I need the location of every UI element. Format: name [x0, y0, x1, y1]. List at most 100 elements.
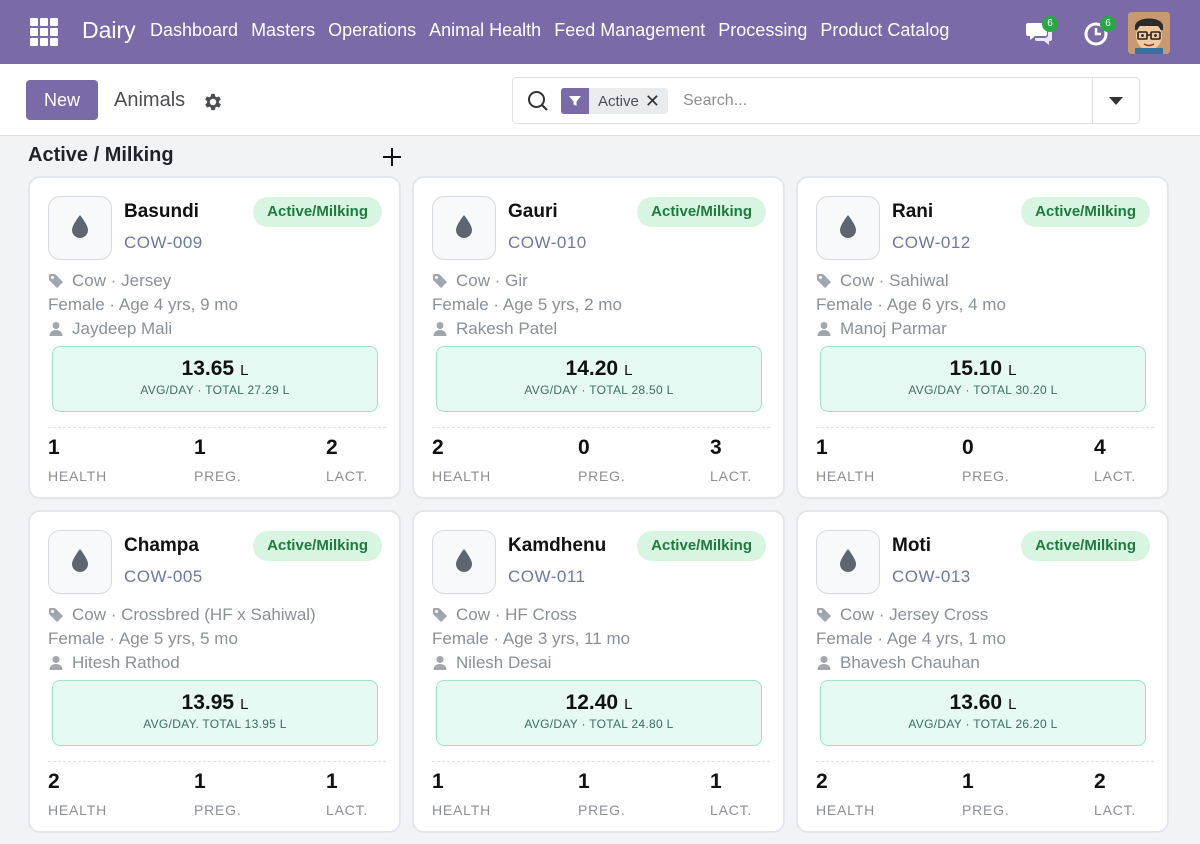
- search-input[interactable]: [683, 90, 1083, 112]
- gear-icon[interactable]: [202, 91, 224, 113]
- breed-line: Cow · HF Cross: [432, 605, 577, 625]
- owner-line: Bhavesh Chauhan: [816, 653, 980, 673]
- animal-card[interactable]: Kamdhenu COW-011 Active/Milking Cow · HF Cr…: [412, 510, 785, 833]
- health-count: 1: [432, 770, 444, 793]
- menu-dashboard[interactable]: Dashboard: [150, 20, 239, 40]
- animal-card[interactable]: Gauri COW-010 Active/Milking Cow · Gir Femal…: [412, 176, 785, 499]
- pregnancy-stat[interactable]: 0 PREG.: [962, 436, 1010, 484]
- add-record-icon[interactable]: [381, 146, 403, 168]
- health-stat[interactable]: 1 HEALTH: [432, 770, 491, 818]
- status-badge: Active/Milking: [637, 197, 766, 227]
- animal-card[interactable]: Basundi COW-009 Active/Milking Cow · Jersey…: [28, 176, 401, 499]
- milk-yield-value: 12.40 L: [437, 691, 761, 715]
- menu-feed-management[interactable]: Feed Management: [554, 20, 706, 40]
- owner-name: Manoj Parmar: [840, 319, 947, 338]
- sex-age-line: Female · Age 5 yrs, 2 mo: [432, 295, 622, 315]
- pregnancy-stat[interactable]: 1 PREG.: [962, 770, 1010, 818]
- health-label: HEALTH: [816, 468, 875, 484]
- health-label: HEALTH: [48, 802, 107, 818]
- milk-yield-box: 12.40 L AVG/DAY · TOTAL 24.80 L: [436, 680, 762, 746]
- preg-label: PREG.: [578, 802, 626, 818]
- main-menu: Dashboard Masters Operations Animal Heal…: [150, 20, 949, 41]
- pregnancy-stat[interactable]: 0 PREG.: [578, 436, 626, 484]
- animal-code: COW-005: [124, 567, 203, 586]
- milk-yield-box: 13.65 L AVG/DAY · TOTAL 27.29 L: [52, 346, 378, 412]
- search-icon[interactable]: [527, 90, 549, 112]
- card-divider: [432, 427, 770, 428]
- messages-icon[interactable]: 6: [1024, 16, 1058, 48]
- owner-name: Rakesh Patel: [456, 319, 558, 338]
- milk-yield-box: 13.95 L AVG/DAY. TOTAL 13.95 L: [52, 680, 378, 746]
- animal-code: COW-010: [508, 233, 587, 252]
- preg-label: PREG.: [962, 802, 1010, 818]
- lactation-stat[interactable]: 3 LACT.: [710, 436, 752, 484]
- user-icon: [816, 321, 832, 337]
- health-stat[interactable]: 2 HEALTH: [432, 436, 491, 484]
- sex-age-text: Female · Age 6 yrs, 4 mo: [816, 295, 1006, 314]
- new-button[interactable]: New: [26, 80, 98, 120]
- animal-card[interactable]: Rani COW-012 Active/Milking Cow · Sahiwal Fe…: [796, 176, 1169, 499]
- activities-badge: 6: [1100, 16, 1116, 32]
- breadcrumb: Animals: [114, 89, 186, 111]
- health-stat[interactable]: 2 HEALTH: [816, 770, 875, 818]
- app-brand[interactable]: Dairy: [82, 17, 136, 43]
- menu-product-catalog[interactable]: Product Catalog: [820, 20, 950, 40]
- lactation-stat[interactable]: 4 LACT.: [1094, 436, 1136, 484]
- sex-age-text: Female · Age 5 yrs, 5 mo: [48, 629, 238, 648]
- messages-badge: 6: [1042, 16, 1058, 32]
- animal-name: Gauri: [508, 201, 558, 222]
- health-stat[interactable]: 2 HEALTH: [48, 770, 107, 818]
- milk-unit: L: [240, 362, 249, 379]
- menu-operations[interactable]: Operations: [328, 20, 417, 40]
- caret-down-icon: [1109, 96, 1123, 105]
- animal-thumbnail: [432, 196, 496, 260]
- sex-age-text: Female · Age 3 yrs, 11 mo: [432, 629, 631, 648]
- lactation-stat[interactable]: 2 LACT.: [1094, 770, 1136, 818]
- pregnancy-stat[interactable]: 1 PREG.: [194, 770, 242, 818]
- health-stat[interactable]: 1 HEALTH: [816, 436, 875, 484]
- preg-label: PREG.: [194, 802, 242, 818]
- apps-grid-icon[interactable]: [30, 18, 58, 46]
- breed-line: Cow · Jersey: [48, 271, 171, 291]
- user-icon: [48, 655, 64, 671]
- health-label: HEALTH: [432, 468, 491, 484]
- milk-unit: L: [1008, 696, 1017, 713]
- animal-name: Moti: [892, 535, 932, 556]
- milk-avg: 13.60: [949, 691, 1003, 714]
- activities-clock-icon[interactable]: 6: [1082, 16, 1116, 48]
- lact-count: 1: [326, 770, 338, 793]
- breed-text: Cow · Jersey Cross: [840, 605, 989, 624]
- preg-label: PREG.: [578, 468, 626, 484]
- lact-count: 2: [326, 436, 338, 459]
- pregnancy-stat[interactable]: 1 PREG.: [194, 436, 242, 484]
- pregnancy-stat[interactable]: 1 PREG.: [578, 770, 626, 818]
- preg-count: 1: [962, 770, 974, 793]
- milk-unit: L: [624, 362, 633, 379]
- search-options-toggle[interactable]: [1092, 78, 1139, 123]
- animal-card[interactable]: Moti COW-013 Active/Milking Cow · Jersey Cr…: [796, 510, 1169, 833]
- menu-animal-health[interactable]: Animal Health: [429, 20, 542, 40]
- animal-thumbnail: [48, 196, 112, 260]
- owner-name: Nilesh Desai: [456, 653, 552, 672]
- milk-yield-value: 13.65 L: [53, 357, 377, 381]
- user-icon: [48, 321, 64, 337]
- lactation-stat[interactable]: 2 LACT.: [326, 436, 368, 484]
- animal-thumbnail: [816, 530, 880, 594]
- animal-card[interactable]: Champa COW-005 Active/Milking Cow · Crossbr…: [28, 510, 401, 833]
- user-avatar[interactable]: [1128, 12, 1170, 54]
- menu-masters[interactable]: Masters: [251, 20, 316, 40]
- top-navbar: Dairy Dashboard Masters Operations Anima…: [0, 0, 1200, 64]
- sex-age-line: Female · Age 5 yrs, 5 mo: [48, 629, 238, 649]
- milk-yield-subtitle: AVG/DAY. TOTAL 13.95 L: [143, 717, 287, 731]
- lactation-stat[interactable]: 1 LACT.: [326, 770, 368, 818]
- lactation-stat[interactable]: 1 LACT.: [710, 770, 752, 818]
- health-stat[interactable]: 1 HEALTH: [48, 436, 107, 484]
- remove-facet-icon[interactable]: ✕: [644, 90, 660, 111]
- preg-count: 1: [578, 770, 590, 793]
- card-divider: [432, 761, 770, 762]
- animal-thumbnail: [48, 530, 112, 594]
- sex-age-text: Female · Age 4 yrs, 9 mo: [48, 295, 238, 314]
- menu-processing[interactable]: Processing: [718, 20, 808, 40]
- animal-thumbnail: [432, 530, 496, 594]
- search-bar: Active ✕: [512, 77, 1140, 124]
